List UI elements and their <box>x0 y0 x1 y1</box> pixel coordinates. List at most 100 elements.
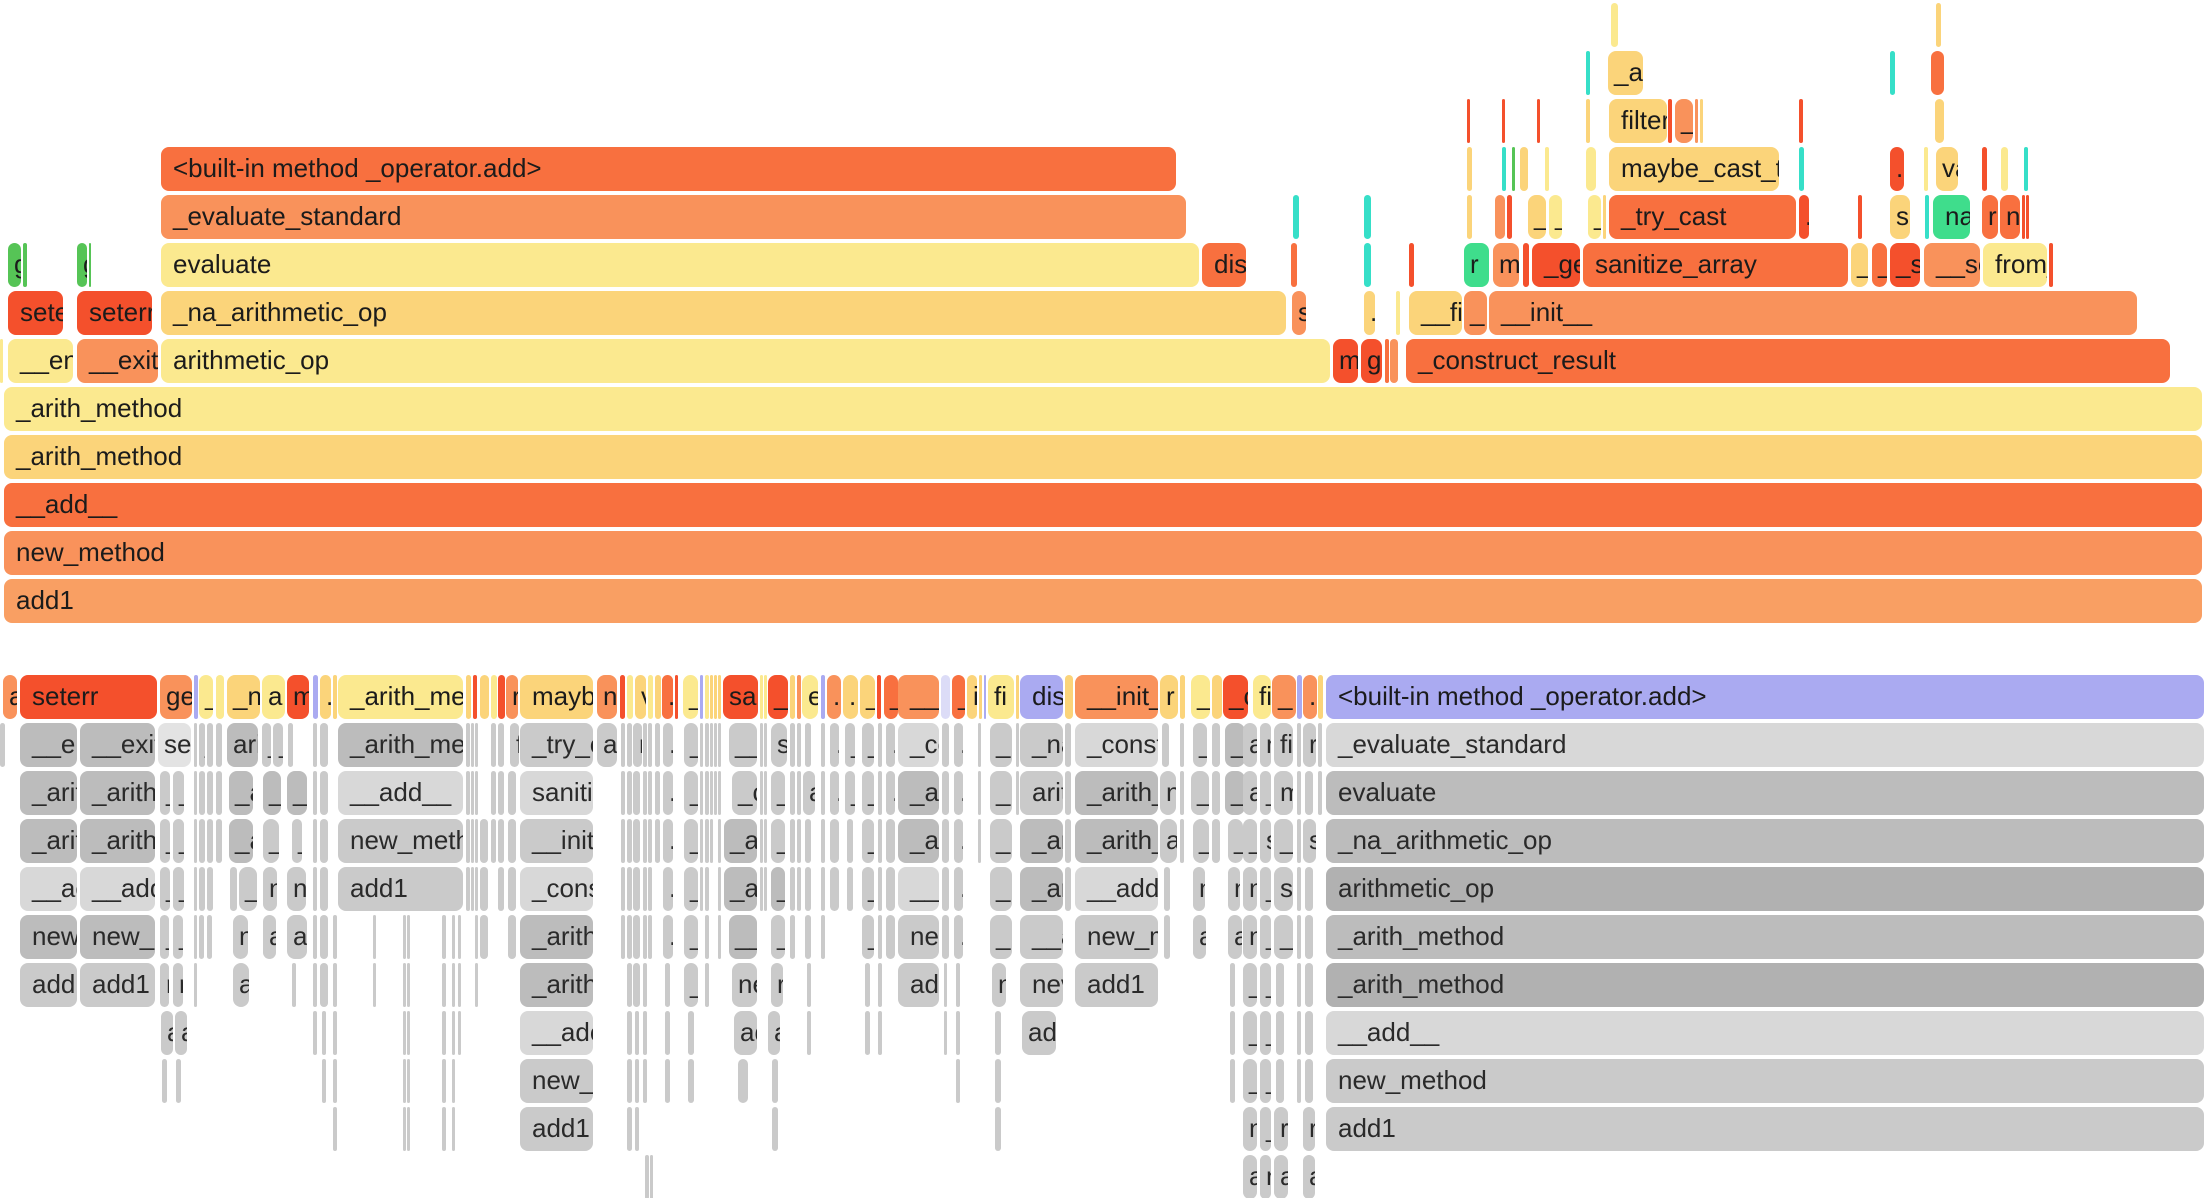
frame[interactable]: . <box>633 819 640 863</box>
frame[interactable] <box>1364 195 1371 239</box>
frame[interactable]: _arith <box>80 771 155 815</box>
frame[interactable]: a <box>1243 771 1257 815</box>
frame[interactable] <box>1297 1059 1301 1103</box>
frame[interactable]: new_r <box>520 1059 593 1103</box>
frame[interactable]: _ <box>990 867 1012 911</box>
frame[interactable]: . <box>1276 963 1284 1007</box>
frame[interactable]: . <box>1305 963 1313 1007</box>
frame[interactable] <box>0 339 3 383</box>
frame[interactable]: n <box>287 867 306 911</box>
frame[interactable] <box>665 963 670 1007</box>
frame[interactable] <box>1297 915 1301 959</box>
frame[interactable] <box>1507 195 1512 239</box>
frame[interactable] <box>821 819 825 863</box>
frame[interactable] <box>216 819 222 863</box>
frame[interactable]: _ <box>990 723 1012 767</box>
frame[interactable] <box>2022 195 2025 239</box>
frame[interactable]: _ <box>1675 99 1693 143</box>
frame[interactable] <box>320 963 328 1007</box>
frame[interactable] <box>1065 819 1071 863</box>
frame[interactable] <box>403 1107 406 1151</box>
frame[interactable]: . <box>1212 723 1220 767</box>
frame[interactable]: _n <box>227 675 260 719</box>
frame[interactable]: seterr <box>20 675 157 719</box>
frame[interactable]: r <box>230 867 237 911</box>
frame[interactable]: __se <box>1924 243 1980 287</box>
frame[interactable]: . <box>942 723 949 767</box>
frame[interactable]: va <box>1936 147 1958 191</box>
frame[interactable]: _ar <box>1020 819 1063 863</box>
frame[interactable] <box>878 963 882 1007</box>
frame[interactable] <box>772 1107 778 1151</box>
frame[interactable]: . <box>843 675 858 719</box>
frame[interactable] <box>643 867 647 911</box>
frame[interactable]: _s <box>1890 243 1920 287</box>
frame[interactable]: . <box>320 771 328 815</box>
frame[interactable]: n <box>1260 1155 1271 1198</box>
frame[interactable]: __ <box>729 915 757 959</box>
frame[interactable]: . <box>1305 1059 1313 1103</box>
frame[interactable]: _ <box>845 771 855 815</box>
frame[interactable] <box>760 771 763 815</box>
frame[interactable] <box>621 867 625 911</box>
frame[interactable] <box>322 1059 326 1103</box>
frame[interactable]: n <box>597 675 617 719</box>
frame[interactable] <box>1512 147 1515 191</box>
frame[interactable] <box>718 771 721 815</box>
frame[interactable] <box>772 1059 778 1103</box>
frame[interactable]: sa <box>723 675 758 719</box>
frame[interactable] <box>764 819 767 863</box>
frame[interactable]: . <box>805 819 811 863</box>
frame[interactable]: s <box>1260 819 1271 863</box>
frame[interactable] <box>797 723 801 767</box>
frame[interactable] <box>760 819 763 863</box>
frame[interactable]: . <box>663 819 673 863</box>
frame[interactable]: _ <box>173 915 183 959</box>
frame[interactable] <box>466 675 471 719</box>
frame[interactable] <box>491 723 496 767</box>
frame[interactable]: a <box>1228 915 1242 959</box>
frame[interactable] <box>648 771 652 815</box>
frame[interactable] <box>710 675 713 719</box>
frame[interactable] <box>466 867 470 911</box>
frame[interactable]: . <box>320 915 328 959</box>
frame[interactable]: _ <box>862 867 874 911</box>
frame[interactable]: . <box>662 675 673 719</box>
frame[interactable] <box>700 675 703 719</box>
frame[interactable] <box>643 723 647 767</box>
frame[interactable]: arithmetic_op <box>161 339 1330 383</box>
frame[interactable]: new_m <box>1075 915 1158 959</box>
frame[interactable]: . <box>805 867 811 911</box>
frame[interactable] <box>2001 147 2008 191</box>
frame[interactable]: _ <box>1272 675 1296 719</box>
frame[interactable] <box>1495 195 1505 239</box>
frame[interactable]: fi <box>1253 675 1271 719</box>
frame[interactable] <box>475 723 478 767</box>
frame[interactable]: . <box>1890 147 1904 191</box>
frame[interactable]: _ <box>173 819 184 863</box>
frame[interactable] <box>1799 147 1804 191</box>
frame[interactable]: . <box>320 819 328 863</box>
frame[interactable] <box>1212 819 1220 863</box>
frame[interactable]: a <box>161 1011 173 1055</box>
frame[interactable] <box>627 867 632 911</box>
frame[interactable] <box>471 867 474 911</box>
frame[interactable]: _co <box>898 723 939 767</box>
frame[interactable] <box>700 867 703 911</box>
frame[interactable] <box>466 771 470 815</box>
frame[interactable]: __ <box>239 867 257 911</box>
frame[interactable] <box>877 675 881 719</box>
frame[interactable]: m <box>1493 243 1519 287</box>
frame[interactable] <box>2024 147 2028 191</box>
frame[interactable] <box>886 915 895 959</box>
frame[interactable]: _arith <box>520 915 593 959</box>
frame[interactable]: s <box>1890 195 1910 239</box>
frame[interactable] <box>216 723 222 767</box>
frame[interactable] <box>1935 99 1944 143</box>
frame[interactable]: _ <box>771 915 785 959</box>
frame[interactable]: . <box>954 819 963 863</box>
frame[interactable] <box>635 1107 639 1151</box>
frame[interactable] <box>1695 99 1698 143</box>
frame[interactable] <box>627 1059 632 1103</box>
frame[interactable]: _arith_method <box>4 435 2202 479</box>
